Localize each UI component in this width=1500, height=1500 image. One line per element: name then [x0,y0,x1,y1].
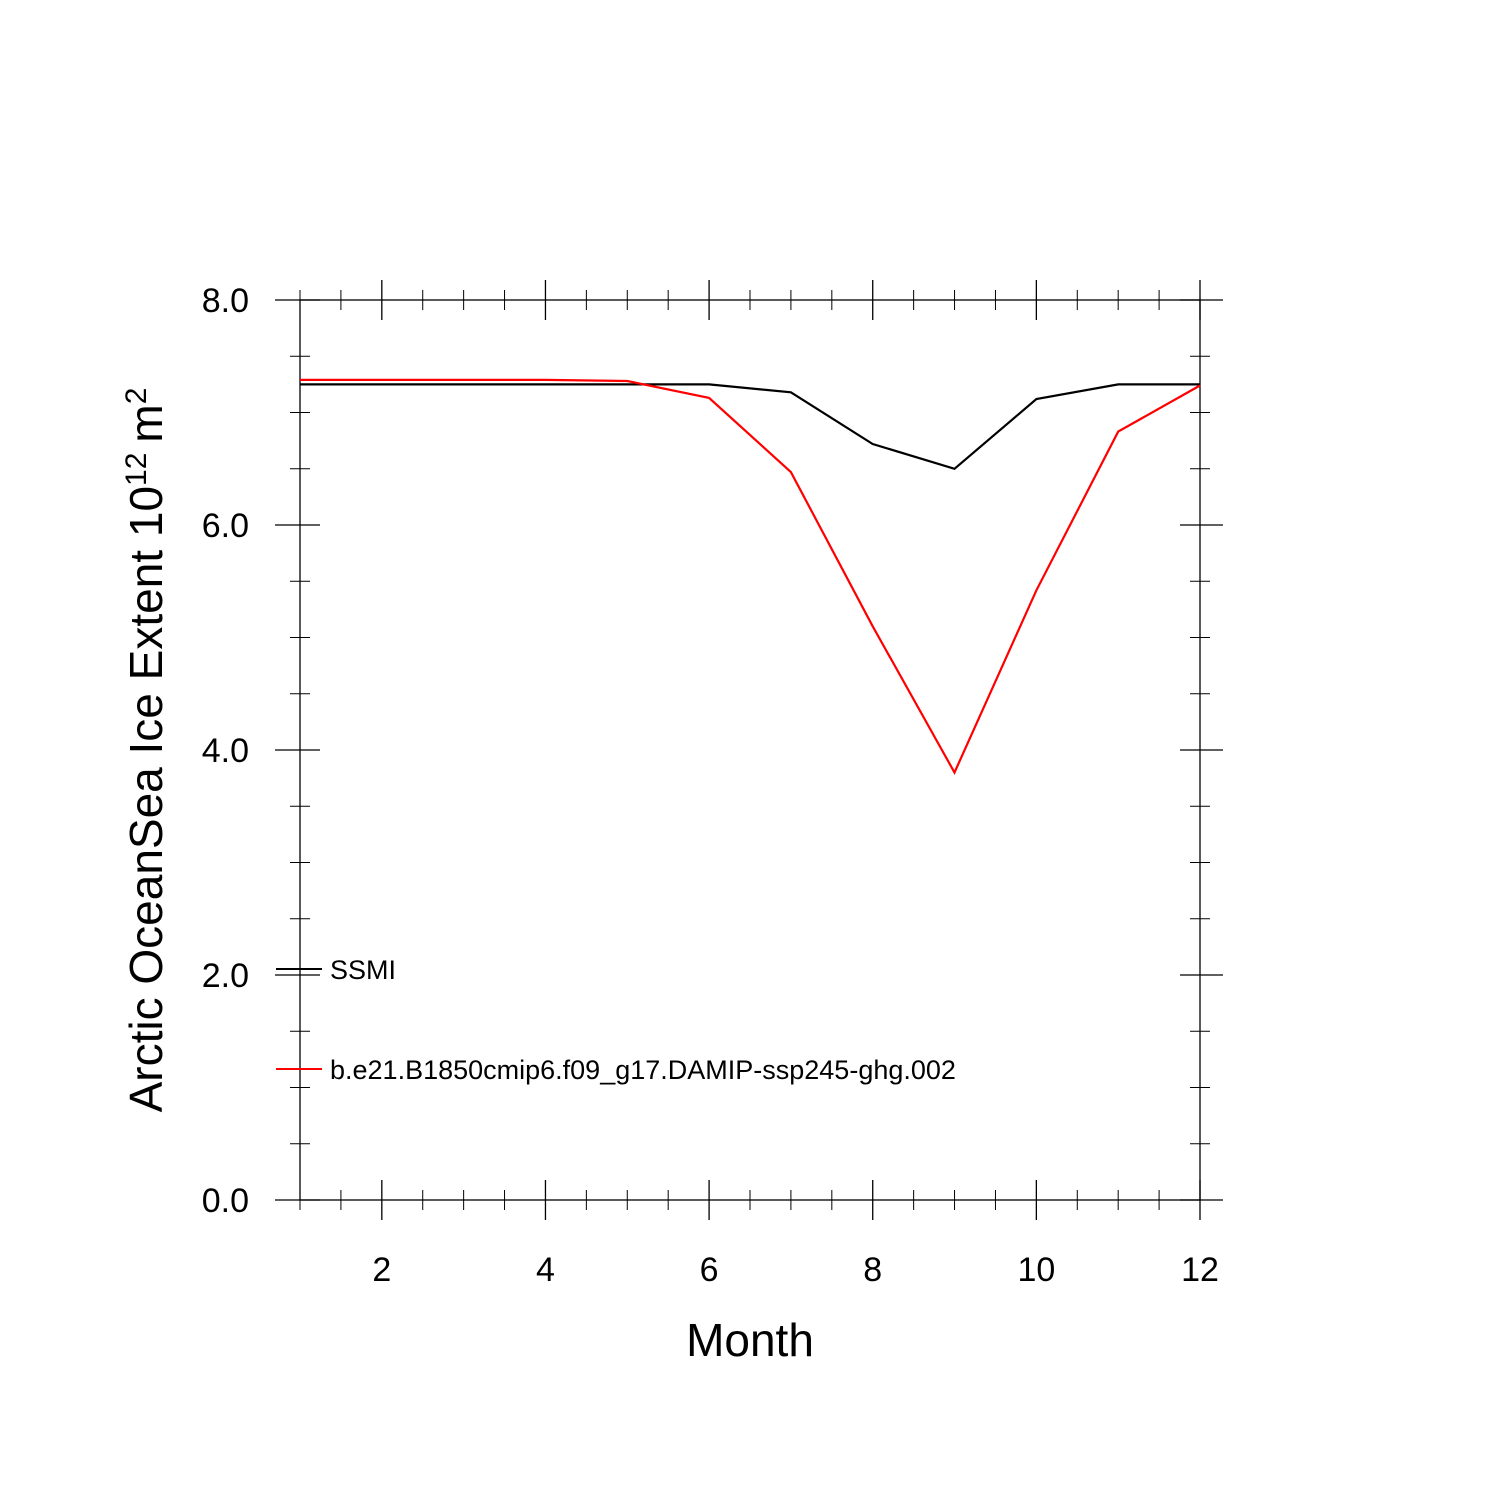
series-lines [300,378,1201,775]
x-tick-label: 6 [700,1251,719,1289]
x-tick-label: 8 [863,1251,882,1289]
series-line-ssmi [300,383,1200,471]
y-tick-label: 2.0 [202,957,249,995]
x-tick-label: 4 [536,1251,555,1289]
y-axis-title-main: Arctic OceanSea Ice Extent 10 [120,486,172,1112]
legend: SSMI b.e21.B1850cmip6.f09_g17.DAMIP-ssp2… [276,955,956,1085]
y-tick-label: 4.0 [202,732,249,770]
x-tick-label: 10 [1017,1251,1055,1289]
legend-label-model: b.e21.B1850cmip6.f09_g17.DAMIP-ssp245-gh… [330,1055,956,1085]
y-axis-title-exponent: 12 [120,453,153,486]
x-tick-labels: 2 4 6 8 10 12 [372,1251,1219,1289]
y-axis-title: Arctic OceanSea Ice Extent 1012 m2 [120,388,173,1113]
series-line-model [300,378,1201,775]
y-tick-label: 6.0 [202,507,249,545]
y-axis-title-unit: m [120,404,172,442]
major-ticks [275,280,1223,1220]
legend-label-ssmi: SSMI [330,955,396,985]
y-tick-labels: 0.0 2.0 4.0 6.0 8.0 [202,282,249,1220]
y-tick-label: 0.0 [202,1182,249,1220]
minor-ticks [290,290,1210,1210]
y-tick-label: 8.0 [202,282,249,320]
x-tick-label: 12 [1181,1251,1219,1289]
y-axis-title-unit-exponent: 2 [120,388,153,405]
x-tick-label: 2 [372,1251,391,1289]
x-axis-title: Month [686,1314,814,1366]
